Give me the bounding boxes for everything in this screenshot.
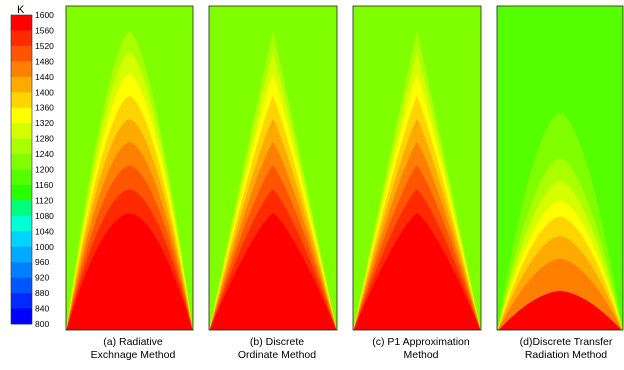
colorbar-swatch bbox=[11, 277, 32, 294]
colorbar-tick-label: 1400 bbox=[35, 87, 54, 97]
caption-line: Method bbox=[403, 349, 439, 361]
colorbar-swatch bbox=[11, 92, 32, 109]
colorbar-tick-label: 1520 bbox=[35, 41, 54, 51]
colorbar-swatch bbox=[11, 231, 32, 248]
colorbar-swatch bbox=[11, 184, 32, 201]
colorbar-swatch bbox=[11, 200, 32, 217]
caption-line: (d)Discrete Transfer bbox=[519, 336, 613, 348]
colorbar-tick-label: 920 bbox=[35, 273, 49, 283]
panel-frame bbox=[208, 5, 338, 331]
temperature-region bbox=[498, 291, 622, 330]
colorbar-tick-label: 880 bbox=[35, 288, 49, 298]
colorbar-tick-label: 1160 bbox=[35, 180, 54, 190]
contour-panel-radiative-exchange bbox=[65, 5, 194, 331]
colorbar-tick-label: 800 bbox=[35, 319, 49, 329]
colorbar-swatch bbox=[11, 30, 32, 47]
colorbar-tick-label: 1440 bbox=[35, 72, 54, 82]
colorbar-tick-label: 1560 bbox=[35, 25, 54, 35]
colorbar-swatch bbox=[11, 169, 32, 186]
colorbar-tick-label: 1200 bbox=[35, 165, 54, 175]
colorbar-frame bbox=[10, 14, 33, 325]
contour-panel-discrete-ordinate bbox=[208, 5, 338, 331]
colorbar-swatch bbox=[11, 308, 32, 325]
colorbar-swatch bbox=[11, 138, 32, 155]
colorbar-tick-label: 1120 bbox=[35, 195, 54, 205]
caption-line: (a) Radiative bbox=[103, 336, 163, 348]
colorbar-swatch bbox=[11, 45, 32, 62]
caption-line: Exchnage Method bbox=[90, 349, 176, 361]
panel-frame bbox=[352, 5, 482, 331]
colorbar-tick-label: 1600 bbox=[35, 10, 54, 20]
colorbar-swatch bbox=[11, 107, 32, 124]
caption-line: Ordinate Method bbox=[237, 349, 317, 361]
caption-line: Radiation Method bbox=[524, 349, 608, 361]
panel-frame bbox=[65, 5, 194, 331]
caption-line: (c) P1 Approximation bbox=[372, 336, 470, 348]
temperature-region bbox=[353, 213, 481, 330]
caption-discrete-ordinate: (b) Discrete Ordinate Method bbox=[207, 336, 347, 362]
colorbar-swatch bbox=[11, 246, 32, 263]
contour-panel-discrete-transfer bbox=[496, 5, 624, 331]
colorbar-tick-label: 1280 bbox=[35, 134, 54, 144]
colorbar-swatch bbox=[11, 154, 32, 170]
colorbar-tick-label: 1480 bbox=[35, 56, 54, 66]
colorbar-swatch bbox=[11, 262, 32, 279]
colorbar-swatch bbox=[11, 215, 32, 232]
colorbar-tick-label: 1320 bbox=[35, 118, 54, 128]
temperature-region bbox=[209, 213, 337, 330]
colorbar-swatch bbox=[11, 15, 32, 31]
contour-panel-p1-approximation bbox=[352, 5, 482, 331]
colorbar-unit-label: K bbox=[17, 4, 25, 16]
colorbar-tick-label: 1240 bbox=[35, 149, 54, 159]
colorbar-tick-label: 960 bbox=[35, 257, 49, 267]
caption-discrete-transfer: (d)Discrete Transfer Radiation Method bbox=[496, 336, 624, 362]
colorbar-swatch bbox=[11, 293, 32, 309]
colorbar-tick-label: 1360 bbox=[35, 103, 54, 113]
caption-radiative-exchange: (a) Radiative Exchnage Method bbox=[63, 336, 203, 362]
colorbar-swatch bbox=[11, 76, 32, 93]
colorbar-tick-label: 1040 bbox=[35, 226, 54, 236]
temperature-region bbox=[66, 213, 193, 330]
caption-line: (b) Discrete bbox=[249, 336, 305, 348]
caption-p1-approximation: (c) P1 Approximation Method bbox=[351, 336, 491, 362]
panel-frame bbox=[496, 5, 624, 331]
colorbar-tick-label: 1080 bbox=[35, 211, 54, 221]
colorbar-tick-label: 1000 bbox=[35, 242, 54, 252]
colorbar-swatch bbox=[11, 61, 32, 78]
colorbar-swatch bbox=[11, 123, 32, 139]
colorbar-tick-label: 840 bbox=[35, 304, 49, 314]
